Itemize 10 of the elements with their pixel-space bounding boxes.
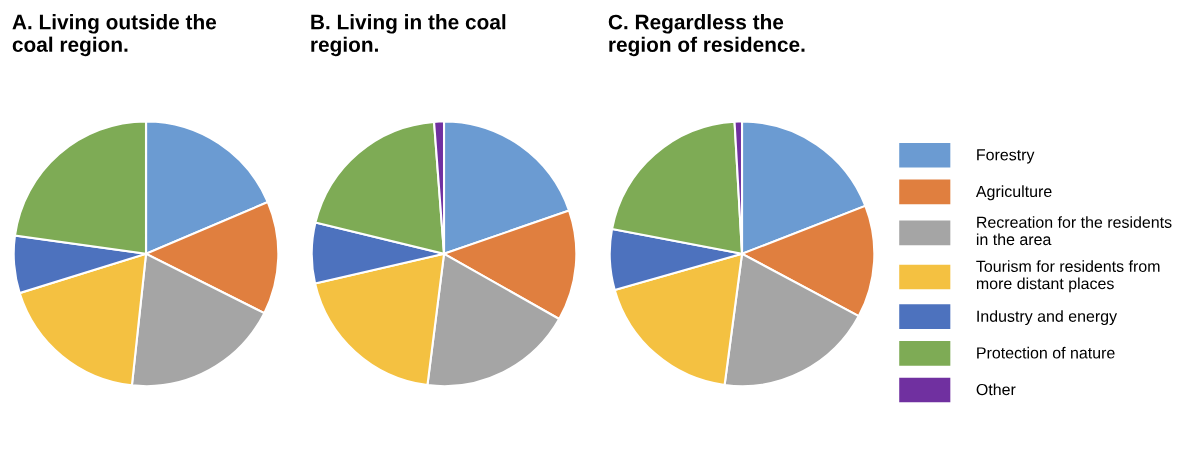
legend-label: Agriculture bbox=[975, 185, 1052, 201]
legend-label: Tourism for residents from more distant places bbox=[976, 260, 1160, 293]
chart-title: C. Regardless the region of residence. bbox=[608, 14, 805, 57]
legend-label: Industry and energy bbox=[977, 310, 1118, 326]
legend-label: Protection of nature bbox=[977, 346, 1115, 359]
legend-label: Recreation for the residents in the area bbox=[976, 216, 1172, 246]
chart-title: A. Living outside the coal region. bbox=[12, 14, 217, 57]
chart-title: B. Living in the coal region. bbox=[311, 14, 506, 57]
legend-label: Forestry bbox=[977, 149, 1035, 164]
legend-label: Other bbox=[976, 383, 1016, 396]
